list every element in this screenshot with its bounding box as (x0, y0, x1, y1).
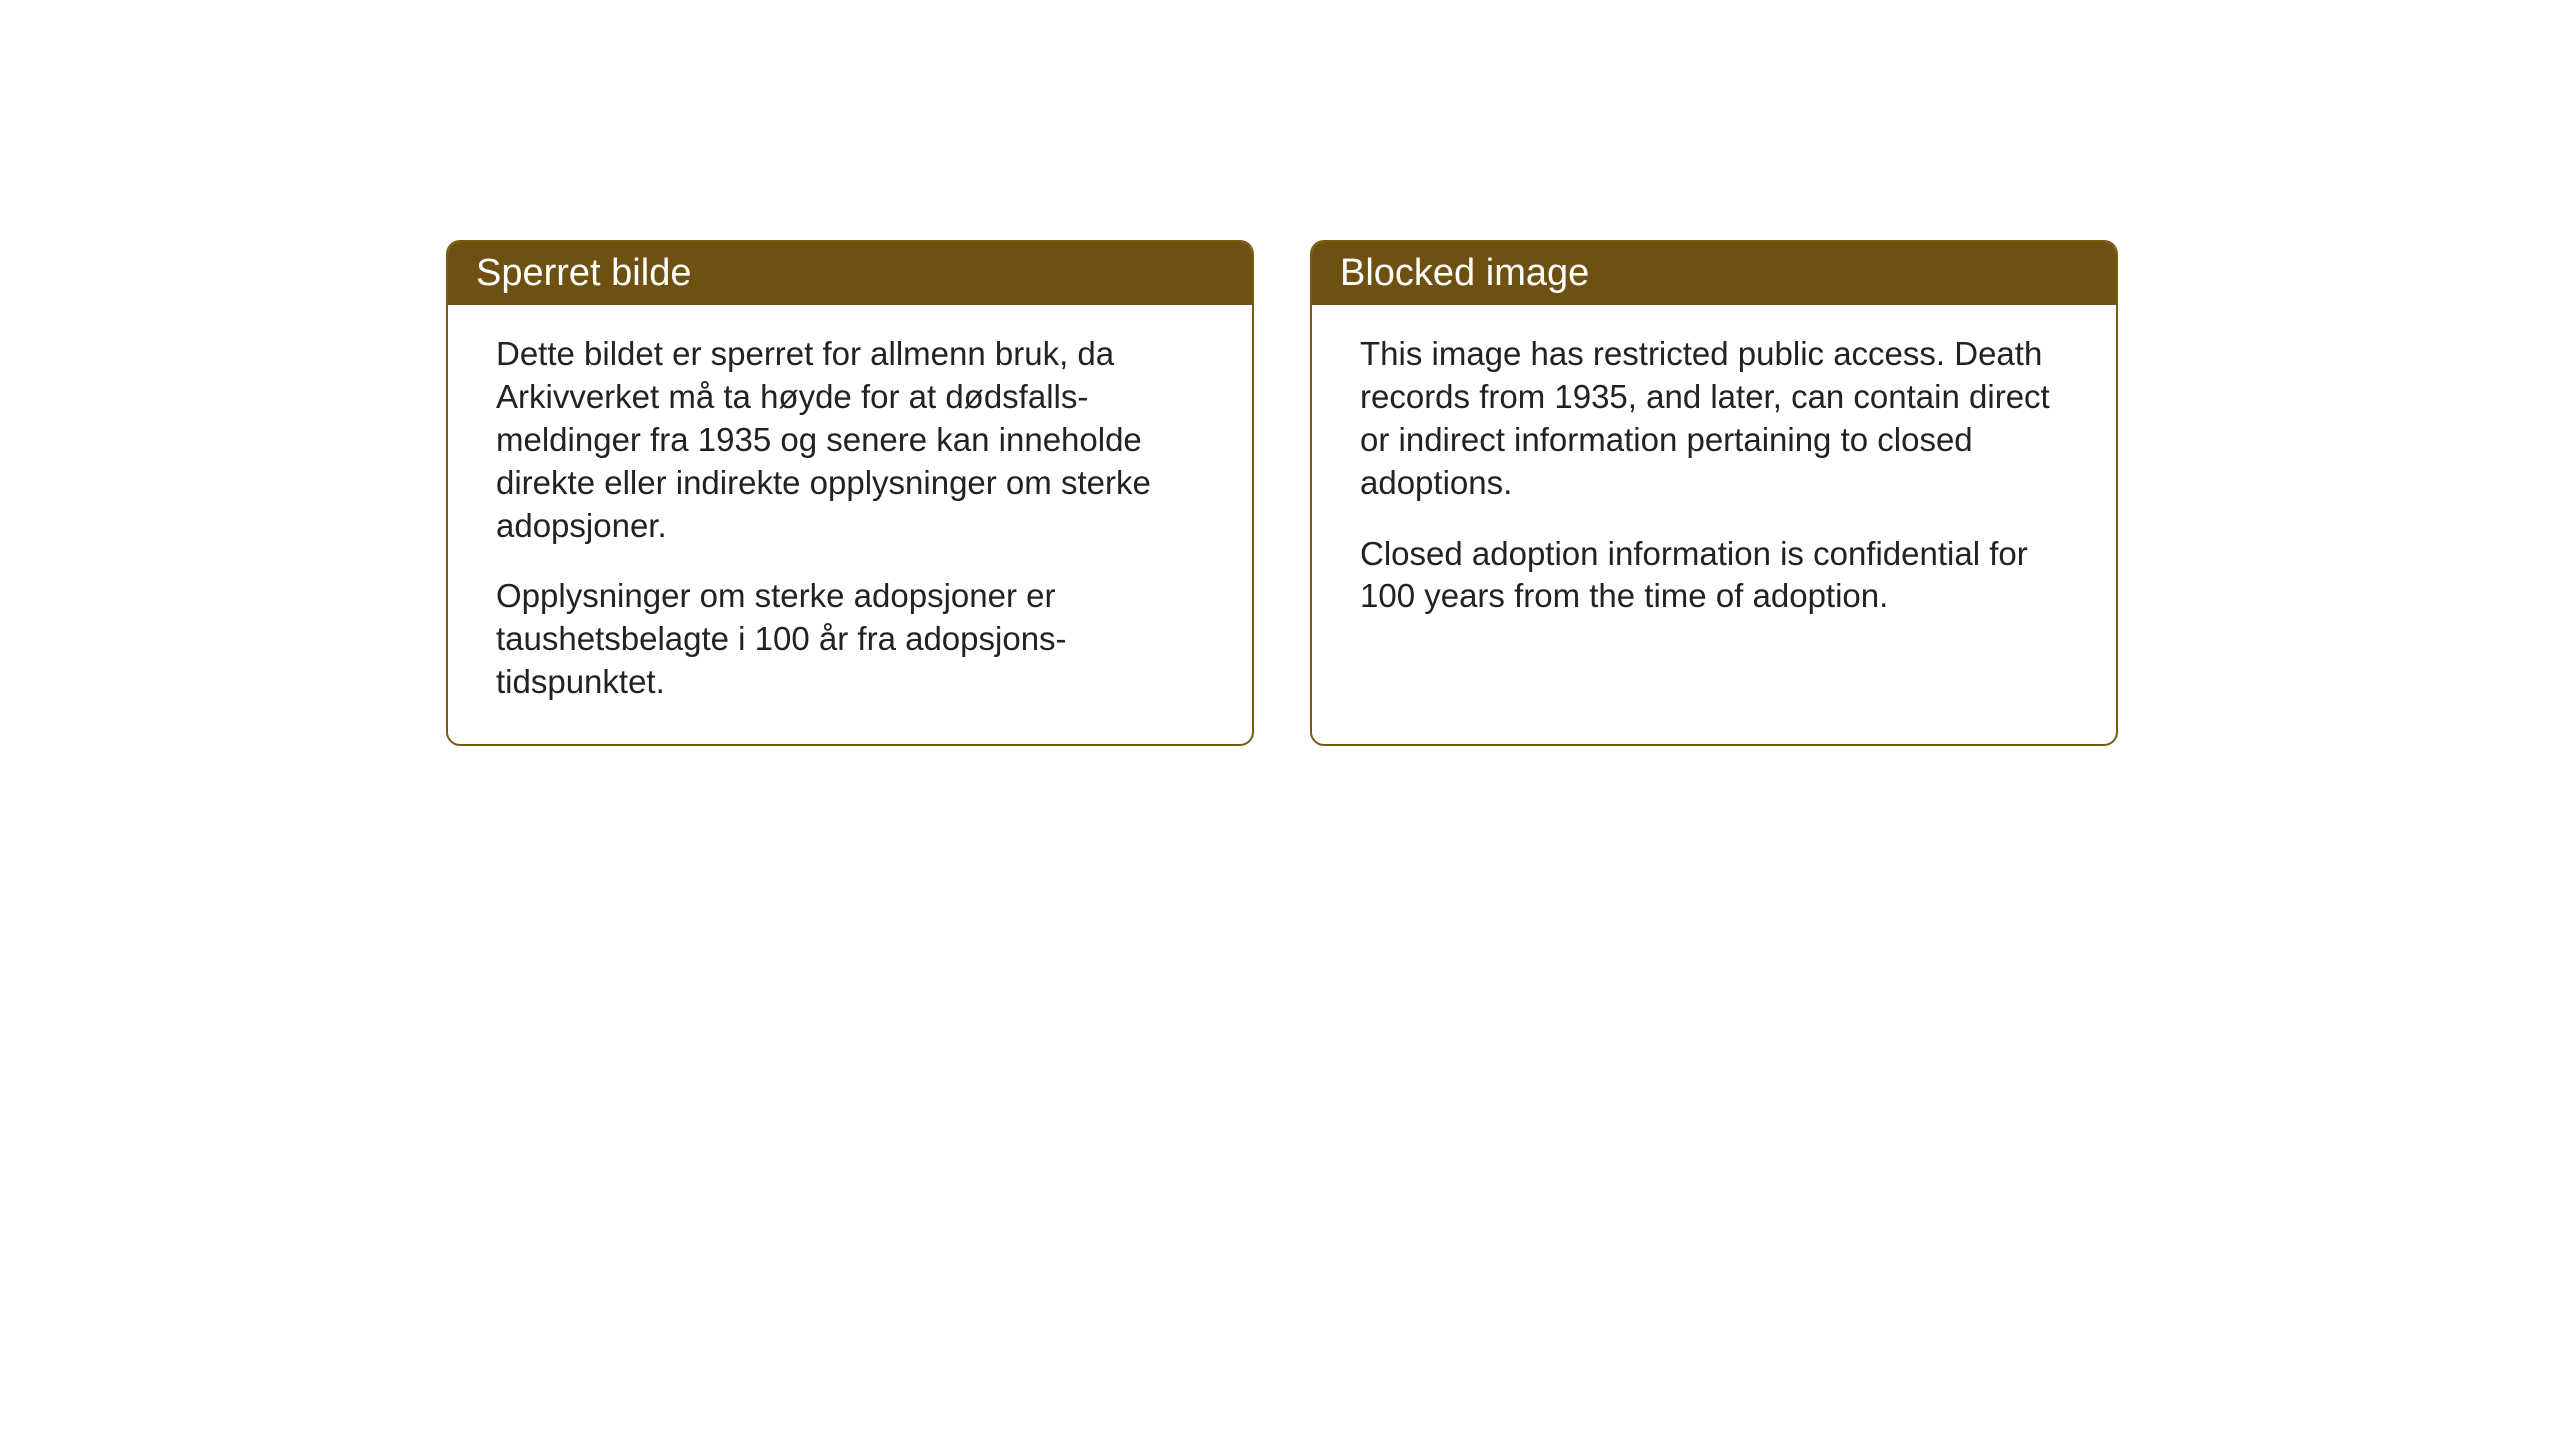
notice-paragraph-2-no: Opplysninger om sterke adopsjoner er tau… (496, 575, 1204, 704)
card-header-english: Blocked image (1312, 242, 2116, 305)
notice-paragraph-1-en: This image has restricted public access.… (1360, 333, 2068, 505)
notice-card-english: Blocked image This image has restricted … (1310, 240, 2118, 746)
notice-paragraph-1-no: Dette bildet er sperret for allmenn bruk… (496, 333, 1204, 547)
notice-card-norwegian: Sperret bilde Dette bildet er sperret fo… (446, 240, 1254, 746)
notice-paragraph-2-en: Closed adoption information is confident… (1360, 533, 2068, 619)
notice-container: Sperret bilde Dette bildet er sperret fo… (446, 240, 2118, 746)
card-header-norwegian: Sperret bilde (448, 242, 1252, 305)
card-body-norwegian: Dette bildet er sperret for allmenn bruk… (448, 305, 1252, 744)
card-body-english: This image has restricted public access.… (1312, 305, 2116, 658)
